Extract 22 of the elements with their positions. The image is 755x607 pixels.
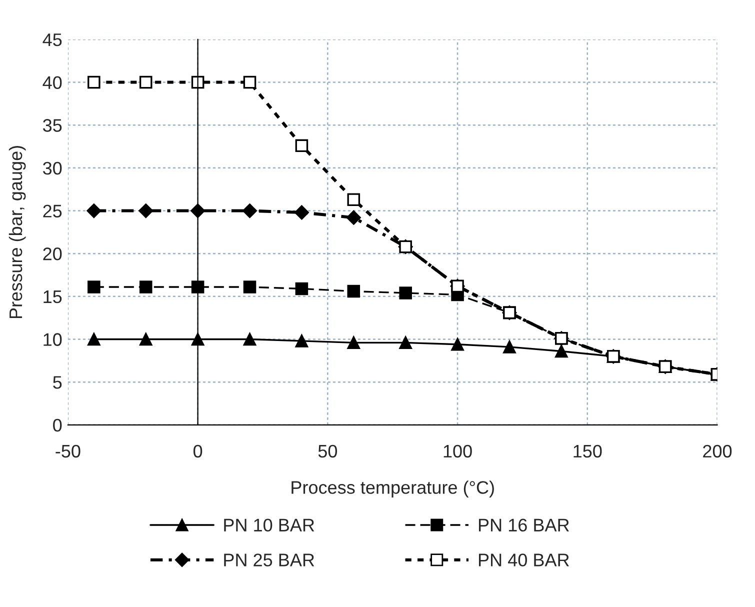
x-tick-label: 0 [193,444,202,458]
x-tick-label: 50 [318,444,338,458]
legend-label: PN 16 BAR [478,518,569,532]
x-tick-label: -50 [56,444,80,458]
y-tick-label: 30 [43,162,62,175]
y-tick-label: 5 [53,376,62,389]
legend-label: PN 25 BAR [224,554,314,566]
y-tick-label: 35 [43,119,62,132]
x-tick-label: 100 [444,444,472,458]
y-tick-label: 20 [43,248,62,260]
y-tick-label: 15 [44,290,62,304]
y-tick-label: 10 [44,333,62,346]
y-tick-label: 45 [42,34,62,46]
legend-label: PN 10 BAR [224,518,314,532]
y-axis-title: Pressure (bar, gauge) [8,146,26,318]
y-tick-label: 40 [42,76,62,89]
y-tick-label: 25 [43,204,62,218]
x-tick-label: 200 [703,444,732,458]
x-axis-title: Process temperature (°C) [292,480,494,498]
x-tick-label: 150 [574,444,602,458]
y-tick-label: 0 [53,418,62,432]
legend-label: PN 40 BAR [478,554,569,566]
